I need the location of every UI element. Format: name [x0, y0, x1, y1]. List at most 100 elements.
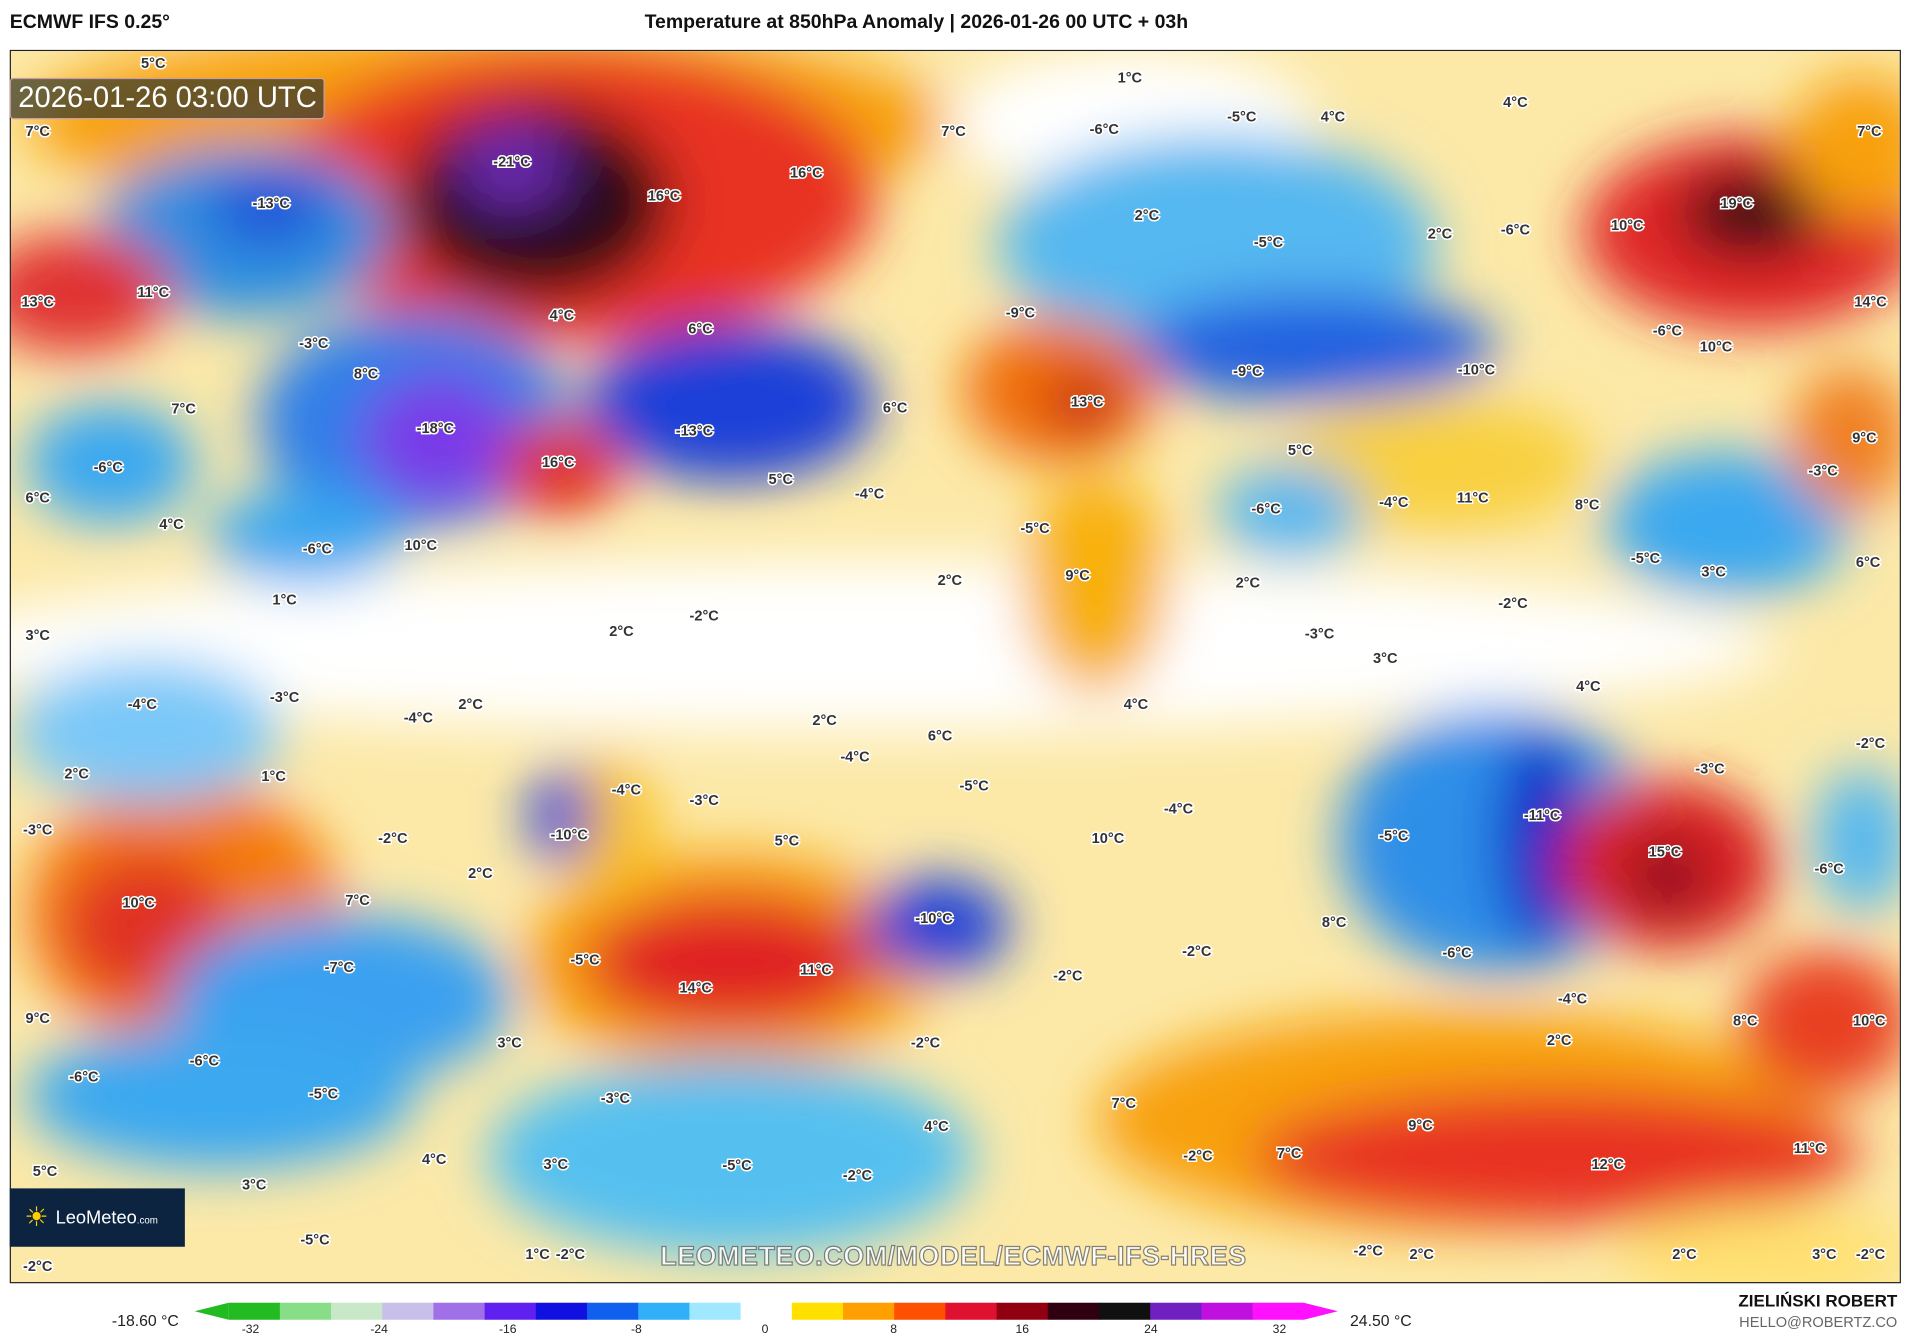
colorbar-swatch: [843, 1302, 895, 1320]
anomaly-region: [1217, 463, 1364, 561]
colorbar-min-label: -18.60 °C: [111, 1311, 179, 1330]
anomaly-region: [207, 171, 330, 245]
anomaly-region: [1679, 171, 1826, 257]
anomaly-region: [10, 232, 172, 354]
temperature-label: 4°C: [159, 517, 184, 533]
temperature-label: 11°C: [1457, 490, 1489, 506]
temperature-label: -9°C: [1006, 305, 1036, 321]
colorbar: [194, 1302, 1338, 1320]
colorbar-swatch: [382, 1302, 435, 1320]
colorbar-tick: 16: [1015, 1323, 1029, 1337]
temperature-label: 9°C: [1852, 431, 1877, 447]
anomaly-region: [13, 658, 281, 805]
temperature-label: -4°C: [128, 697, 158, 713]
colorbar-swatch: [740, 1302, 793, 1320]
temperature-label: -5°C: [570, 953, 600, 969]
temperature-label: -4°C: [1164, 802, 1194, 818]
temperature-label: 19°C: [1720, 196, 1753, 212]
temperature-label: 8°C: [1322, 915, 1347, 931]
temperature-label: 2°C: [1547, 1033, 1572, 1049]
temperature-label: 5°C: [769, 472, 794, 488]
colorbar-swatch: [791, 1302, 844, 1320]
temperature-label: 3°C: [497, 1035, 522, 1051]
colorbar-tick: -32: [241, 1323, 260, 1337]
author-name: ZIELIŃSKI ROBERT: [1738, 1290, 1898, 1311]
temperature-label: 1°C: [1118, 71, 1143, 87]
temperature-label: 2°C: [1236, 576, 1261, 592]
temperature-label: 5°C: [775, 833, 800, 849]
anomaly-region: [25, 1022, 415, 1169]
temperature-label: -2°C: [1182, 944, 1212, 960]
colorbar-swatch: [1201, 1302, 1254, 1320]
temperature-label: -9°C: [1233, 364, 1263, 380]
temperature-label: 1°C: [261, 769, 286, 785]
temperature-label: -2°C: [378, 831, 408, 847]
temperature-label: 2°C: [1135, 208, 1160, 224]
leometeo-logo[interactable]: ☀ LeoMeteo.com: [9, 1188, 185, 1247]
anomaly-region: [1618, 1205, 1900, 1283]
temperature-label: -3°C: [23, 822, 53, 838]
temperature-anomaly-map[interactable]: 5°C 7°C 7°C 1°C -6°C -5°C 4°C 4°C 7°C -21°C 16°C 16…: [9, 49, 1901, 1284]
temperature-label: -2°C: [23, 1259, 53, 1275]
temperature-label: -2°C: [690, 608, 720, 624]
temperature-label: -2°C: [1183, 1148, 1213, 1164]
temperature-label: -5°C: [309, 1086, 339, 1102]
anomaly-region: [25, 402, 196, 525]
temperature-label: -13°C: [676, 423, 714, 439]
temperature-label: 6°C: [1856, 555, 1881, 571]
temperature-label: -6°C: [1501, 223, 1531, 239]
colorbar-max-arrow: [1303, 1302, 1338, 1320]
temperature-label: -4°C: [1379, 495, 1409, 511]
temperature-label: -2°C: [1053, 968, 1083, 984]
temperature-label: 6°C: [25, 490, 50, 506]
temperature-label: -3°C: [1808, 464, 1838, 480]
anomaly-region: [1813, 767, 1900, 914]
colorbar-tick: 32: [1272, 1323, 1287, 1337]
temperature-label: 2°C: [609, 624, 634, 640]
temperature-label: 16°C: [542, 455, 575, 471]
temperature-label: -2°C: [1856, 736, 1886, 752]
sun-icon: ☀: [24, 1201, 49, 1233]
temperature-label: 8°C: [1575, 498, 1600, 514]
temperature-label: 6°C: [928, 729, 953, 745]
temperature-label: -5°C: [300, 1232, 330, 1248]
temperature-label: 7°C: [1277, 1146, 1302, 1162]
temperature-label: 3°C: [1701, 565, 1726, 581]
anomaly-region: [584, 895, 877, 1030]
temperature-label: -2°C: [1856, 1247, 1886, 1263]
temperature-label: 5°C: [141, 56, 166, 72]
temperature-label: 6°C: [688, 321, 713, 337]
temperature-label: 10°C: [122, 895, 155, 911]
temperature-label: -2°C: [1498, 596, 1528, 612]
logo-text: LeoMeteo.com: [55, 1207, 158, 1228]
temperature-label: 10°C: [1700, 340, 1733, 356]
temperature-label: 4°C: [924, 1119, 949, 1135]
temperature-label: -4°C: [404, 711, 434, 727]
temperature-label: -6°C: [303, 541, 333, 557]
temperature-label: 4°C: [1321, 110, 1346, 126]
temperature-label: 14°C: [1854, 295, 1887, 311]
author-email[interactable]: HELLO@ROBERTZ.CO: [1739, 1313, 1898, 1331]
temperature-label: 2°C: [64, 766, 89, 782]
colorbar-swatch: [1150, 1302, 1202, 1320]
temperature-label: -10°C: [550, 827, 588, 843]
anomaly-region: [1497, 731, 1583, 950]
map-canvas: 5°C 7°C 7°C 1°C -6°C -5°C 4°C 4°C 7°C -21°C 16°C 16…: [10, 51, 1900, 1283]
temperature-label: 14°C: [679, 981, 712, 997]
colorbar-tick: -24: [370, 1323, 388, 1337]
temperature-label: -10°C: [1458, 363, 1496, 379]
temperature-label: -6°C: [1653, 324, 1683, 340]
temperature-label: -5°C: [1020, 521, 1050, 537]
temperature-label: 7°C: [171, 402, 196, 418]
colorbar-tick: -16: [498, 1323, 517, 1337]
temperature-label: 16°C: [648, 189, 681, 205]
temperature-label: 16°C: [790, 166, 823, 182]
temperature-label: -4°C: [855, 487, 885, 503]
colorbar-swatch: [279, 1302, 332, 1320]
temperature-label: -3°C: [601, 1091, 631, 1107]
temperature-label: -3°C: [270, 690, 300, 706]
anomaly-region: [1132, 293, 1498, 403]
temperature-label: 15°C: [1649, 844, 1682, 860]
chart-title: Temperature at 850hPa Anomaly | 2026-01-…: [644, 12, 1189, 33]
temperature-label: 11°C: [137, 285, 169, 301]
